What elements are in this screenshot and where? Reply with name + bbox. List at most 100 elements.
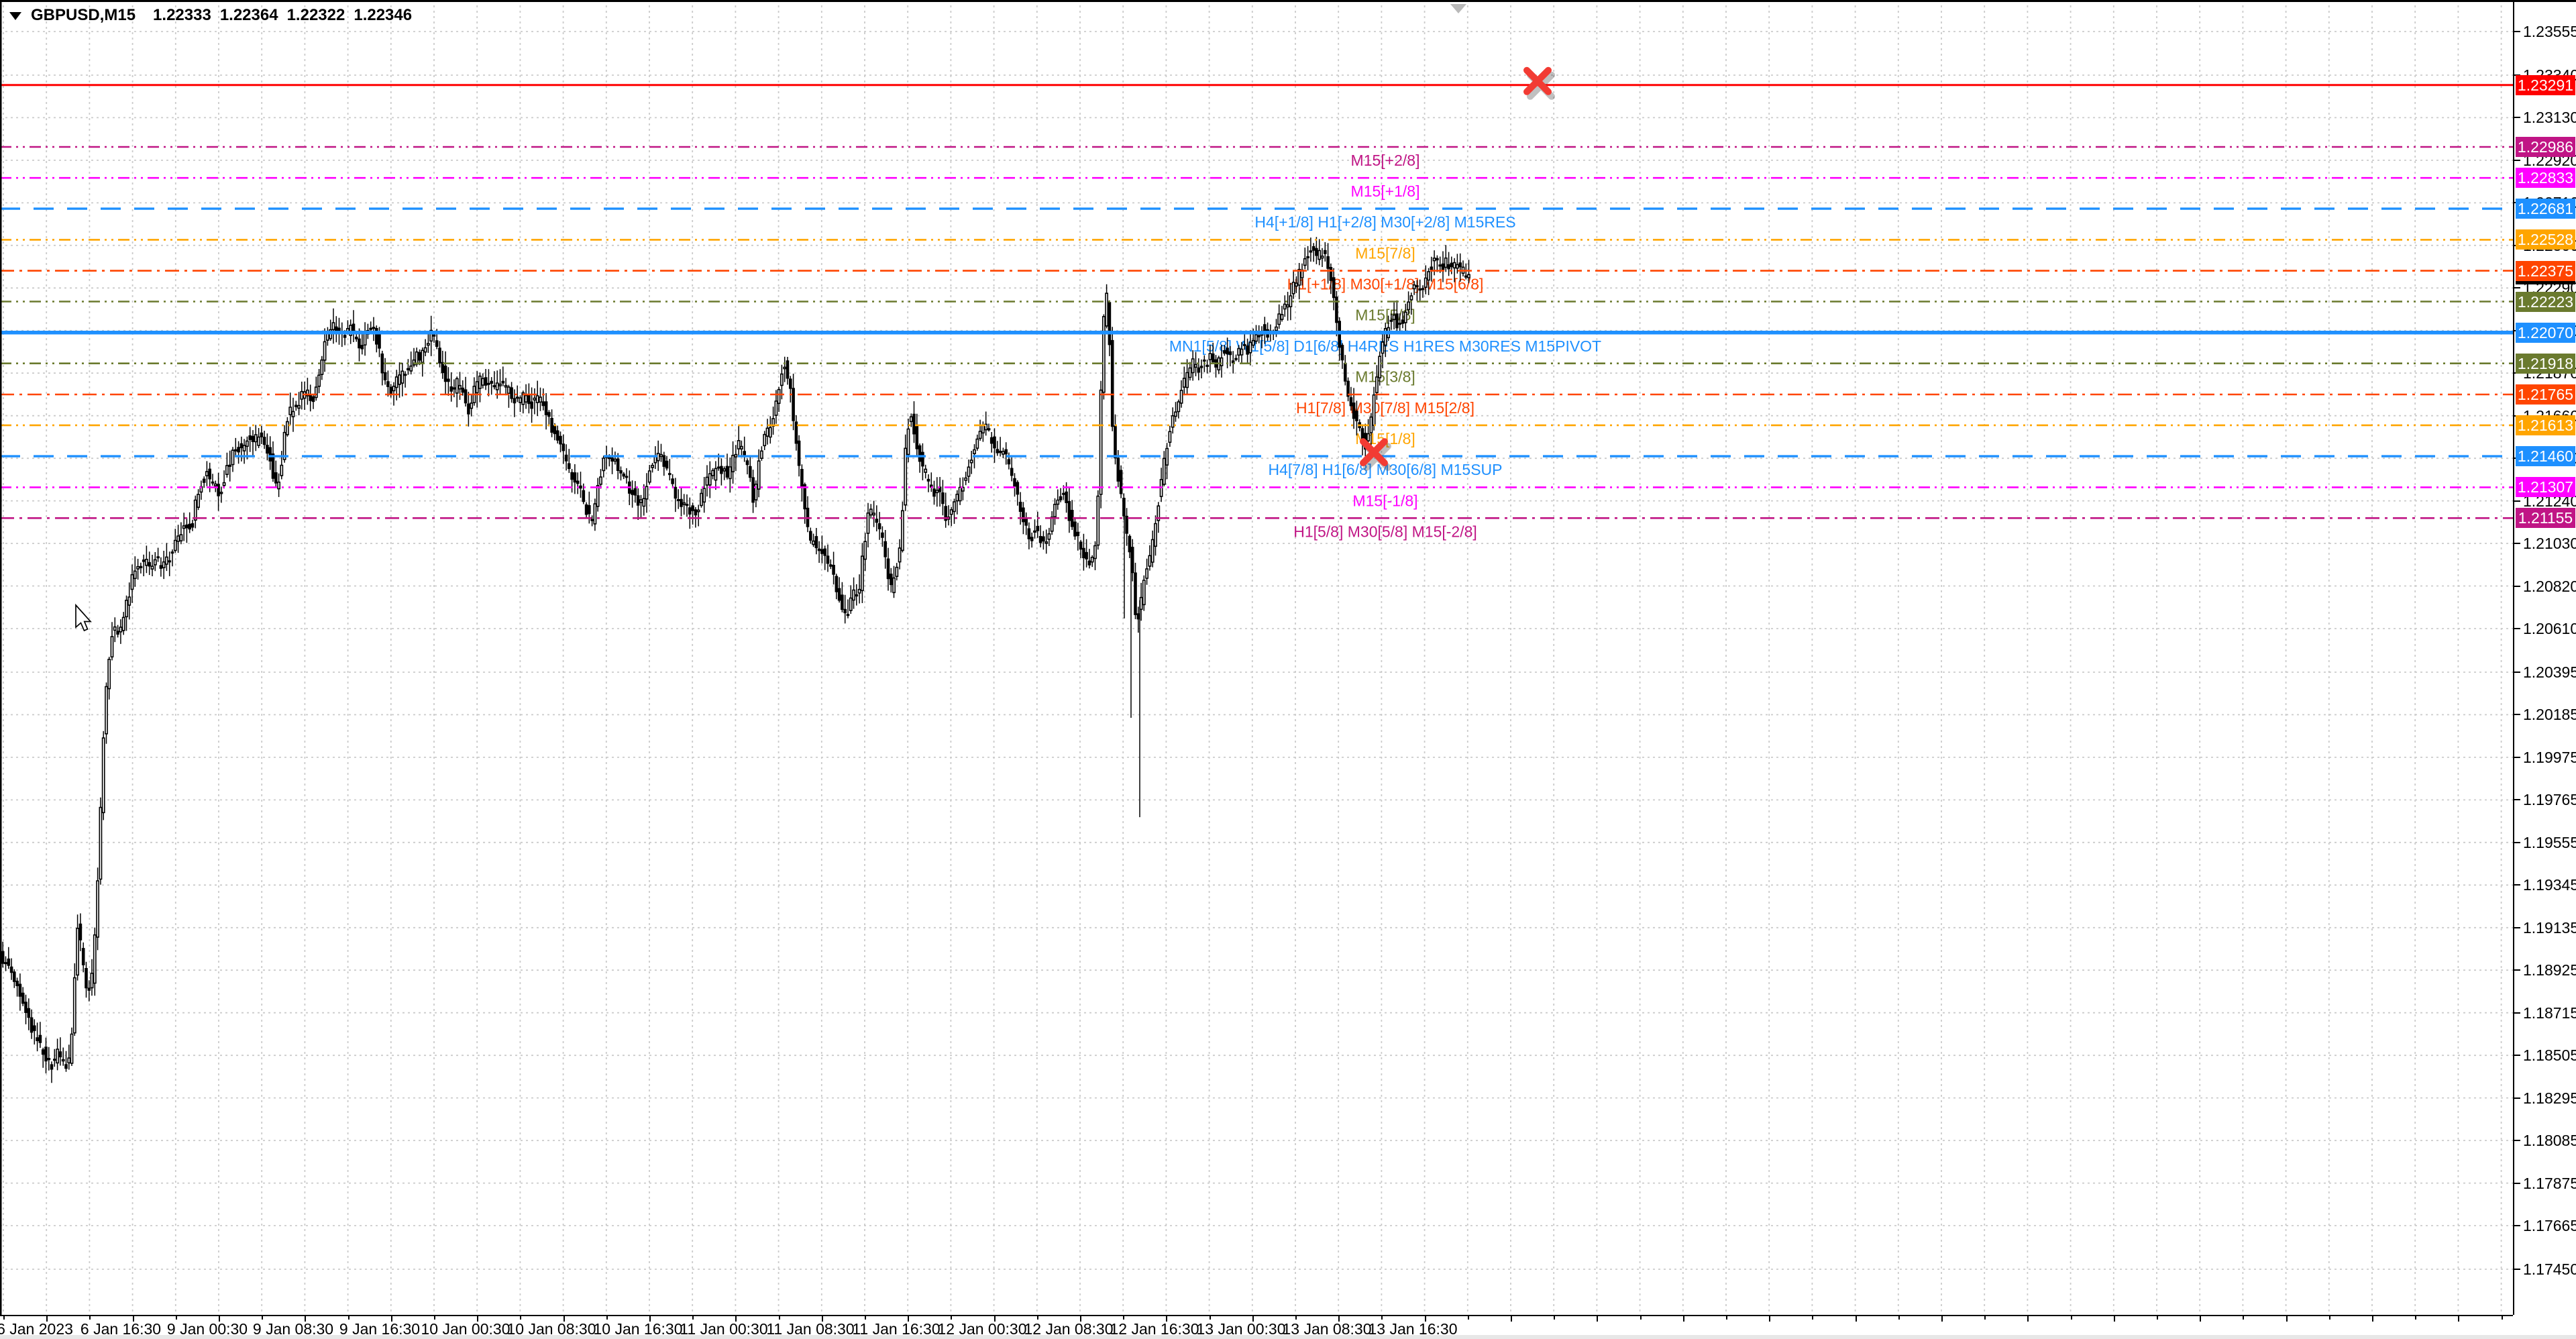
mouse-cursor <box>75 603 92 632</box>
price-tick-label: 1.18715 <box>2523 1004 2576 1022</box>
price-tick-label: 1.23130 <box>2523 109 2576 126</box>
time-tick-mark <box>2243 1316 2244 1320</box>
price-tick-mark <box>2514 714 2520 715</box>
time-tick-mark <box>1123 1316 1124 1320</box>
time-tick-mark <box>735 1316 737 1322</box>
price-tick-mark <box>2514 1183 2520 1184</box>
price-tick-mark <box>2514 31 2520 32</box>
time-tick-mark <box>1812 1316 1813 1320</box>
x-marker-cross <box>1523 66 1552 95</box>
time-tick-label: 6 Jan 16:30 <box>80 1320 162 1338</box>
time-tick-mark <box>692 1316 694 1320</box>
time-tick-mark <box>2286 1316 2288 1322</box>
price-tick-mark <box>2514 1097 2520 1099</box>
price-level-badge: 1.21460 <box>2516 446 2575 466</box>
price-tick-label: 1.18085 <box>2523 1132 2576 1149</box>
time-tick-label: 11 Jan 08:30 <box>766 1320 855 1338</box>
window-top-border <box>0 0 2576 2</box>
price-tick-mark <box>2514 757 2520 758</box>
time-tick-mark <box>1856 1316 1857 1322</box>
time-tick-mark <box>1338 1316 1340 1322</box>
price-tick-mark <box>2514 500 2520 502</box>
time-tick-mark <box>520 1316 521 1320</box>
price-tick-mark <box>2514 628 2520 629</box>
time-tick-mark <box>348 1316 350 1320</box>
time-tick-mark <box>649 1316 651 1322</box>
time-tick-mark <box>2372 1316 2373 1322</box>
time-tick-mark <box>1037 1316 1038 1320</box>
chart-plot-area[interactable]: M15[+2/8] M15[+1/8] H4[+1/8] H1[+2/8] M30[… <box>0 0 2513 1315</box>
price-level-badge: 1.21307 <box>2516 477 2575 497</box>
price-tick-mark <box>2514 117 2520 118</box>
time-tick-mark <box>89 1316 91 1320</box>
price-tick-label: 1.20820 <box>2523 578 2576 595</box>
shift-marker-icon[interactable] <box>1450 4 1466 13</box>
time-tick-mark <box>1468 1316 1469 1320</box>
time-tick-mark <box>305 1316 306 1322</box>
price-tick-label: 1.17665 <box>2523 1217 2576 1234</box>
time-tick-mark <box>865 1316 866 1320</box>
time-tick-label: 13 Jan 08:30 <box>1282 1320 1372 1338</box>
time-tick-mark <box>176 1316 177 1320</box>
price-tick-label: 1.18295 <box>2523 1089 2576 1107</box>
time-tick-mark <box>1769 1316 1770 1322</box>
time-tick-mark <box>994 1316 996 1322</box>
x-marker[interactable] <box>1523 66 1555 100</box>
price-tick-mark <box>2514 1055 2520 1056</box>
price-level-badge: 1.22223 <box>2516 292 2575 312</box>
time-tick-mark <box>1381 1316 1383 1320</box>
x-marker[interactable] <box>1360 438 1391 472</box>
price-tick-label: 1.19975 <box>2523 749 2576 766</box>
price-tick-label: 1.18925 <box>2523 961 2576 979</box>
level-label: H1[+1/8] M30[+1/8] M15[6/8] <box>1287 276 1484 293</box>
price-axis[interactable]: 1.235551.233401.231301.229201.227101.225… <box>2513 0 2576 1315</box>
time-tick-mark <box>2071 1316 2072 1320</box>
price-tick-label: 1.19765 <box>2523 791 2576 808</box>
time-tick-label: 12 Jan 00:30 <box>937 1320 1027 1338</box>
level-label: M15[3/8] <box>1355 368 1415 386</box>
price-tick-mark <box>2514 1012 2520 1014</box>
price-level-badge: 1.23291 <box>2516 75 2575 95</box>
time-tick-mark <box>1640 1316 1642 1320</box>
level-label: H1[5/8] M30[5/8] M15[-2/8] <box>1293 523 1477 540</box>
time-tick-mark <box>219 1316 220 1322</box>
price-tick-mark <box>2514 160 2520 161</box>
time-tick-mark <box>391 1316 392 1322</box>
time-tick-mark <box>606 1316 608 1320</box>
price-tick-label: 1.19345 <box>2523 876 2576 894</box>
plot-left-border <box>0 0 2 1315</box>
level-label: H1[7/8] M30[7/8] M15[2/8] <box>1296 399 1474 417</box>
price-level-badge: 1.22681 <box>2516 199 2575 219</box>
price-tick-mark <box>2514 672 2520 673</box>
time-tick-label: 9 Jan 08:30 <box>252 1320 334 1338</box>
time-tick-mark <box>1080 1316 1081 1322</box>
time-tick-mark <box>1726 1316 1727 1320</box>
one-click-trading-expander-icon[interactable] <box>9 12 21 20</box>
price-level-badge: 1.22986 <box>2516 137 2575 157</box>
price-level-badge: 1.21765 <box>2516 384 2575 405</box>
level-label: M15[+1/8] <box>1351 182 1420 200</box>
price-tick-label: 1.19555 <box>2523 834 2576 851</box>
time-tick-mark <box>434 1316 435 1320</box>
time-tick-mark <box>2114 1316 2115 1322</box>
time-tick-mark <box>46 1316 48 1322</box>
time-tick-mark <box>2329 1316 2330 1320</box>
time-tick-mark <box>908 1316 909 1322</box>
price-level-badge: 1.21155 <box>2516 508 2575 528</box>
price-tick-label: 1.19135 <box>2523 919 2576 936</box>
price-tick-mark <box>2514 1140 2520 1141</box>
ohlc-low: 1.22322 <box>286 6 345 24</box>
time-tick-mark <box>951 1316 952 1320</box>
time-tick-mark <box>477 1316 478 1322</box>
time-tick-mark <box>1425 1316 1426 1322</box>
time-tick-mark <box>822 1316 823 1322</box>
price-tick-label: 1.18505 <box>2523 1047 2576 1064</box>
time-tick-mark <box>564 1316 565 1322</box>
bull-candles <box>4 250 1470 1064</box>
time-tick-label: 11 Jan 00:30 <box>680 1320 768 1338</box>
price-tick-mark <box>2514 1269 2520 1270</box>
level-label: H4[+1/8] H1[+2/8] M30[+2/8] M15RES <box>1254 213 1515 231</box>
time-tick-label: 10 Jan 00:30 <box>421 1320 511 1338</box>
time-tick-mark <box>1554 1316 1555 1320</box>
